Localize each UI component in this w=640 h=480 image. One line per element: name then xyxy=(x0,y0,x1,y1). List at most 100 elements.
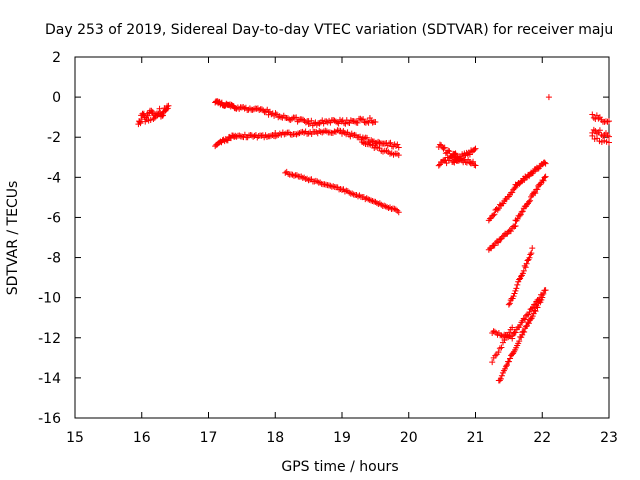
data-point xyxy=(509,189,516,196)
data-point xyxy=(357,133,364,140)
data-point xyxy=(441,144,448,151)
data-point xyxy=(339,187,345,194)
y-tick-label: 2 xyxy=(52,50,61,66)
data-point xyxy=(503,362,510,369)
data-point xyxy=(358,116,365,123)
data-point xyxy=(514,281,521,288)
data-point xyxy=(364,134,371,141)
data-point xyxy=(532,190,539,197)
data-point xyxy=(517,321,524,328)
data-point xyxy=(435,162,442,169)
data-point xyxy=(529,313,536,320)
data-point xyxy=(376,139,383,146)
data-point xyxy=(540,177,547,184)
data-point xyxy=(507,228,514,235)
data-point xyxy=(271,112,278,119)
data-point xyxy=(440,145,447,152)
data-point xyxy=(523,323,530,330)
data-point xyxy=(165,102,172,109)
data-point xyxy=(368,197,375,204)
data-point xyxy=(250,106,257,113)
x-tick-label: 20 xyxy=(400,430,418,446)
y-tick-label: -12 xyxy=(38,331,61,347)
data-point xyxy=(395,144,402,151)
data-point xyxy=(512,329,519,336)
data-point xyxy=(505,301,512,308)
data-point xyxy=(498,344,505,351)
x-tick-label: 17 xyxy=(200,430,218,446)
data-point xyxy=(365,196,372,203)
data-point xyxy=(516,276,523,283)
data-point xyxy=(517,211,524,218)
data-point xyxy=(263,134,270,141)
data-point xyxy=(545,94,552,101)
data-point xyxy=(471,161,478,168)
data-point xyxy=(451,159,458,166)
data-point xyxy=(529,245,536,252)
data-points xyxy=(135,94,612,384)
x-tick-label: 21 xyxy=(467,430,485,446)
data-point xyxy=(347,133,354,140)
data-point xyxy=(349,190,356,197)
data-point xyxy=(504,332,511,339)
y-tick-label: -2 xyxy=(47,130,61,146)
data-point xyxy=(509,324,516,331)
data-point xyxy=(506,358,513,365)
y-tick-label: -6 xyxy=(47,210,61,226)
y-tick-label: -8 xyxy=(47,251,61,267)
y-tick-label: -14 xyxy=(38,371,61,387)
data-point xyxy=(252,131,259,138)
data-point xyxy=(528,250,535,257)
data-point xyxy=(510,293,517,300)
data-point xyxy=(511,223,518,230)
data-point xyxy=(534,304,541,311)
data-point xyxy=(314,178,321,185)
data-point xyxy=(144,112,151,119)
data-point xyxy=(282,169,289,176)
data-point xyxy=(341,120,348,127)
data-point xyxy=(394,207,401,214)
data-point xyxy=(137,120,144,127)
data-point xyxy=(491,242,498,249)
x-tick-label: 23 xyxy=(600,430,618,446)
data-point xyxy=(513,285,520,292)
data-point xyxy=(531,307,538,314)
data-point xyxy=(523,260,530,267)
x-tick-label: 18 xyxy=(266,430,284,446)
y-tick-label: -16 xyxy=(38,411,61,427)
data-point xyxy=(258,106,265,113)
data-point xyxy=(472,162,479,169)
data-point xyxy=(272,110,279,117)
data-point xyxy=(495,239,502,246)
data-point xyxy=(446,148,453,155)
data-point xyxy=(347,117,354,124)
data-point xyxy=(366,115,373,122)
data-point xyxy=(512,287,519,294)
data-point xyxy=(142,118,149,125)
data-point xyxy=(289,115,296,122)
data-point xyxy=(334,119,341,126)
data-point xyxy=(293,114,300,121)
data-point xyxy=(385,204,392,211)
data-point xyxy=(606,118,612,125)
x-axis-label: GPS time / hours xyxy=(281,459,398,475)
data-point xyxy=(489,359,496,366)
data-point xyxy=(514,215,521,222)
data-point xyxy=(518,208,525,215)
data-point xyxy=(465,156,472,163)
chart-title: Day 253 of 2019, Sidereal Day-to-day VTE… xyxy=(45,22,613,38)
data-point xyxy=(521,328,528,335)
x-tick-label: 15 xyxy=(66,430,84,446)
data-point xyxy=(512,223,519,230)
data-point xyxy=(472,145,479,152)
data-point xyxy=(301,174,308,181)
data-point xyxy=(457,155,464,162)
data-point xyxy=(471,146,478,153)
data-point xyxy=(539,294,546,301)
data-point xyxy=(606,133,612,140)
data-point xyxy=(394,141,401,148)
x-tick-label: 22 xyxy=(533,430,551,446)
data-point xyxy=(375,200,382,207)
data-point xyxy=(526,254,533,261)
